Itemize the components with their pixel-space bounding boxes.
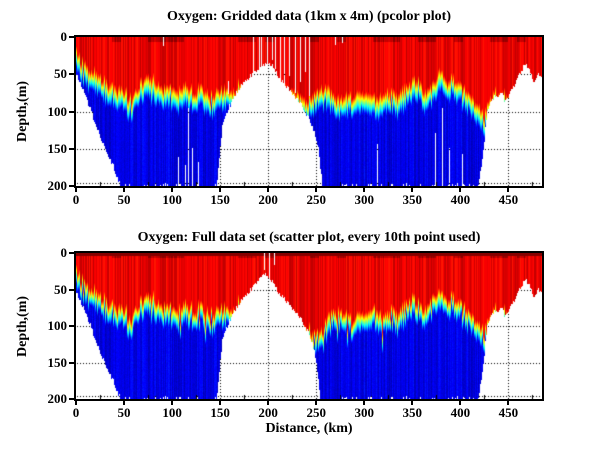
y-tick-label: 100 xyxy=(47,318,68,333)
y-tick-label: 50 xyxy=(54,66,67,82)
y-tick-label: 100 xyxy=(47,103,68,119)
x-tick xyxy=(123,401,126,405)
x-tick xyxy=(219,401,222,405)
x-tick xyxy=(507,188,510,192)
bottom-plot-frame xyxy=(74,251,544,401)
top-plot-title: Oxygen: Gridded data (1km x 4m) (pcolor … xyxy=(166,9,451,24)
x-tick-label: 0 xyxy=(72,405,80,420)
x-tick xyxy=(171,401,174,405)
x-tick xyxy=(123,188,126,192)
x-tick-label: 100 xyxy=(162,405,182,420)
x-tick-label: 400 xyxy=(450,192,471,207)
x-tick xyxy=(75,401,77,405)
y-tick xyxy=(69,185,74,187)
y-tick xyxy=(69,325,74,327)
y-tick xyxy=(69,147,74,150)
top-plot-frame xyxy=(74,35,544,188)
x-tick-label: 350 xyxy=(402,405,423,420)
x-tick xyxy=(411,401,414,405)
y-tick xyxy=(69,36,74,38)
x-tick-label: 150 xyxy=(210,192,230,207)
y-tick xyxy=(69,252,74,254)
x-tick xyxy=(315,188,318,192)
y-tick xyxy=(69,73,74,76)
x-tick xyxy=(171,188,174,192)
x-tick xyxy=(315,401,318,405)
y-tick xyxy=(69,110,74,113)
pcolor-section-canvas xyxy=(76,37,542,186)
x-tick-label: 350 xyxy=(402,192,423,207)
y-tick-label: 50 xyxy=(54,281,67,297)
x-tick-label: 450 xyxy=(498,405,519,420)
x-tick xyxy=(267,188,270,192)
x-axis-label: Distance, (km) xyxy=(265,421,353,436)
y-tick-label: 0 xyxy=(60,245,68,260)
x-tick-label: 200 xyxy=(258,405,278,420)
x-tick-label: 0 xyxy=(72,192,80,207)
x-tick-label: 300 xyxy=(354,405,374,420)
x-tick-label: 300 xyxy=(354,192,374,207)
x-tick xyxy=(459,188,462,192)
x-tick xyxy=(507,401,510,405)
y-tick-label: 200 xyxy=(47,178,68,193)
x-tick-label: 250 xyxy=(306,192,326,207)
y-tick xyxy=(69,288,74,291)
x-tick xyxy=(219,188,222,192)
y-tick-label: 200 xyxy=(47,391,68,406)
x-tick-label: 100 xyxy=(162,192,182,207)
x-tick-label: 150 xyxy=(210,405,230,420)
y-tick xyxy=(69,361,74,364)
x-tick xyxy=(267,401,270,405)
x-tick-label: 50 xyxy=(117,405,131,420)
x-tick xyxy=(459,401,462,405)
y-tick xyxy=(69,398,74,400)
x-tick-label: 250 xyxy=(306,405,326,420)
x-tick-label: 450 xyxy=(498,192,519,207)
bottom-plot-title: Oxygen: Full data set (scatter plot, eve… xyxy=(137,230,481,245)
y-tick-label: 150 xyxy=(47,354,68,370)
x-tick xyxy=(411,188,414,192)
x-tick xyxy=(363,188,366,192)
x-tick-label: 400 xyxy=(450,405,471,420)
x-tick xyxy=(363,401,366,405)
x-tick-label: 200 xyxy=(258,192,278,207)
x-tick xyxy=(75,188,77,192)
scatter-section-canvas xyxy=(76,253,542,399)
x-tick-label: 50 xyxy=(117,192,131,207)
y-tick-label: 150 xyxy=(47,140,68,156)
y-tick-label: 0 xyxy=(60,29,68,44)
